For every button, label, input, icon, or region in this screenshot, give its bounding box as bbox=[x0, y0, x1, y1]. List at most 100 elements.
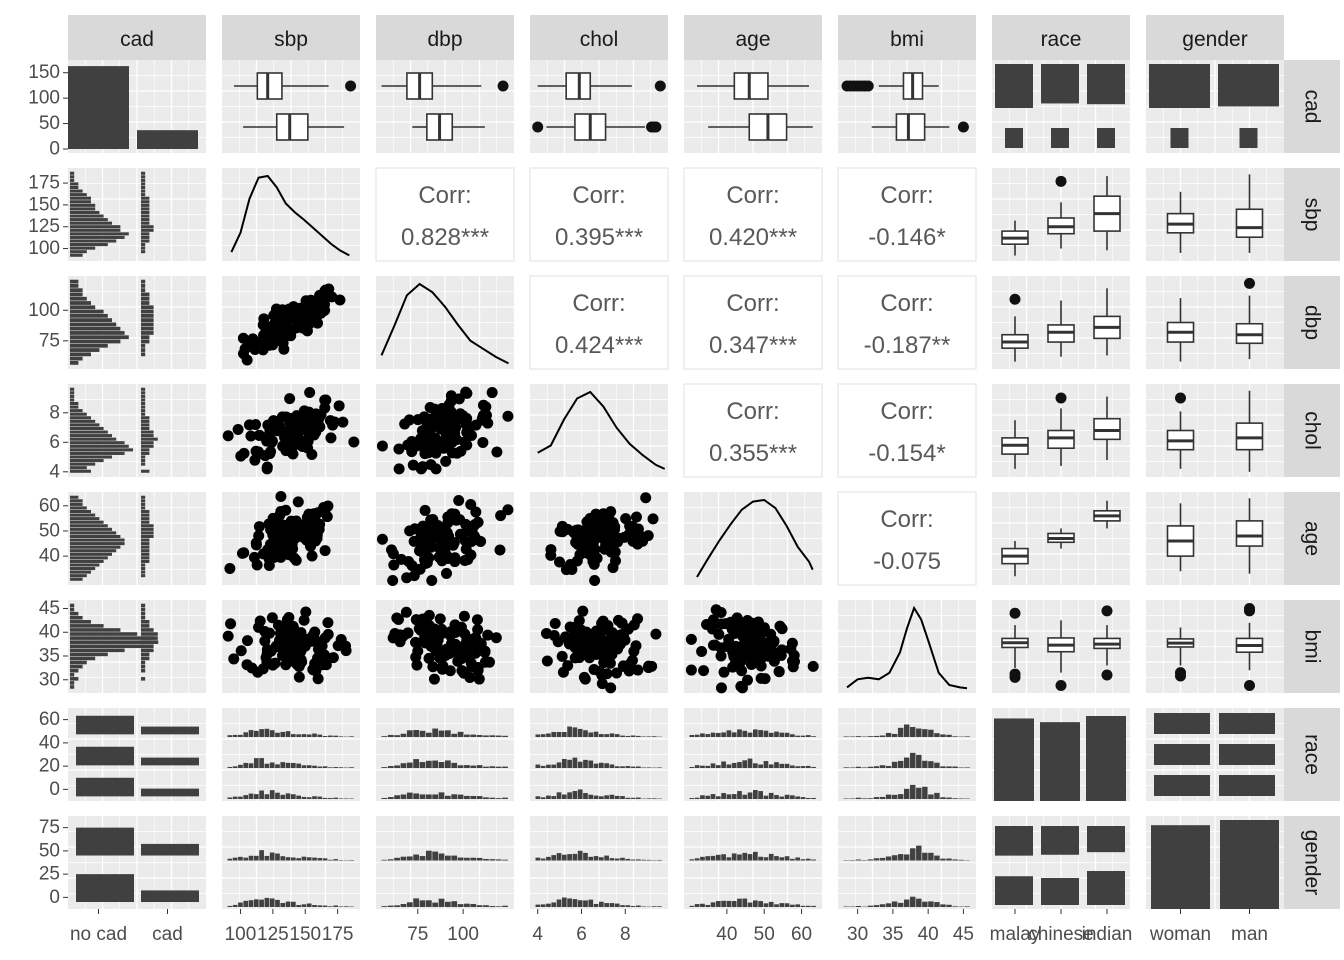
facet-hist-bar bbox=[849, 767, 856, 768]
panel-gender-sbp bbox=[222, 816, 360, 909]
scatter-bmi-sbp bbox=[222, 606, 352, 685]
boxplot bbox=[1166, 191, 1195, 253]
hist-bar bbox=[70, 305, 96, 310]
bar-race-malay bbox=[994, 718, 1034, 801]
scatter-point bbox=[588, 664, 600, 676]
scatter-point bbox=[228, 653, 240, 665]
facet-hist-bar bbox=[540, 797, 546, 799]
facet-hist-bar bbox=[609, 794, 615, 799]
scatter-point bbox=[614, 638, 626, 650]
scatter-point bbox=[609, 555, 621, 567]
scatter-point bbox=[417, 520, 429, 532]
facet-hist-bar bbox=[406, 902, 413, 907]
facet-hist-bar bbox=[253, 758, 259, 768]
facet-hist-bar bbox=[238, 734, 243, 737]
facet-hist-bar bbox=[763, 903, 769, 907]
hist-bar bbox=[141, 343, 146, 348]
hist-bar bbox=[70, 243, 108, 247]
y-tick-label: 35 bbox=[39, 646, 60, 667]
scatter-point bbox=[451, 447, 463, 459]
hist-bar bbox=[70, 644, 142, 649]
panel-background bbox=[837, 383, 977, 478]
facet-hist-bar bbox=[630, 905, 636, 907]
facet-hist-bar bbox=[625, 858, 631, 861]
facet-hist-bar bbox=[593, 763, 599, 768]
hist-bar bbox=[141, 235, 150, 239]
bar-malay-man bbox=[995, 876, 1033, 905]
x-tick-label: 35 bbox=[882, 924, 903, 945]
facet-hist-bar bbox=[259, 758, 264, 768]
scatter-point bbox=[407, 459, 419, 471]
facet-hist-bar bbox=[885, 903, 892, 907]
facet-hist-bar bbox=[291, 762, 296, 768]
facet-hist-bar bbox=[934, 762, 940, 768]
outlier-point bbox=[1101, 669, 1113, 681]
facet-hist-bar bbox=[551, 732, 557, 737]
facet-hist-bar bbox=[742, 760, 748, 768]
facet-hist-bar bbox=[470, 903, 477, 907]
boxplot bbox=[1001, 420, 1029, 469]
hist-bar bbox=[70, 246, 96, 250]
facet-hist-bar bbox=[387, 859, 394, 861]
scatter-point bbox=[236, 547, 248, 559]
facet-hist-bar bbox=[425, 794, 432, 799]
y-tick-label: 40 bbox=[39, 546, 60, 567]
panel-background bbox=[683, 167, 823, 262]
scatter-point bbox=[222, 430, 234, 442]
scatter-point bbox=[685, 664, 697, 676]
facet-hist-bar bbox=[264, 763, 270, 768]
scatter-point bbox=[272, 321, 284, 333]
scatter-point bbox=[250, 445, 262, 457]
hist-bar bbox=[70, 448, 133, 452]
hist-bar bbox=[70, 434, 112, 438]
boxplot bbox=[1093, 176, 1121, 251]
facet-hist-bar bbox=[800, 735, 806, 737]
bar-man-cad bbox=[1239, 128, 1258, 148]
x-tick-label: 175 bbox=[322, 924, 354, 945]
facet-hist-bar bbox=[958, 767, 964, 768]
scatter-point bbox=[253, 521, 265, 533]
facet-hist-bar bbox=[476, 857, 483, 861]
facet-hist-bar bbox=[419, 856, 426, 861]
facet-hist-bar bbox=[457, 794, 464, 799]
hist-bar bbox=[141, 243, 146, 247]
facet-hist-bar bbox=[879, 857, 886, 861]
scatter-point bbox=[334, 294, 346, 306]
facet-hist-bar bbox=[811, 859, 816, 861]
facet-hist-bar bbox=[301, 796, 307, 799]
facet-hist-bar bbox=[328, 735, 333, 737]
corr-value: 0.347*** bbox=[709, 332, 797, 359]
facet-hist-bar bbox=[291, 857, 296, 861]
hist-bar bbox=[70, 668, 79, 673]
facet-hist-bar bbox=[742, 852, 748, 861]
scatter-point bbox=[773, 665, 785, 677]
facet-hist-bar bbox=[922, 786, 928, 799]
facet-hist-bar bbox=[406, 762, 413, 768]
scatter-point bbox=[741, 674, 753, 686]
scatter-point bbox=[759, 639, 771, 651]
hist-bar bbox=[141, 218, 150, 222]
hist-bar bbox=[141, 416, 150, 420]
scatter-point bbox=[337, 416, 349, 428]
facet-hist-bar bbox=[296, 905, 301, 907]
box bbox=[1235, 208, 1264, 238]
hist-bar bbox=[70, 391, 75, 395]
column-strip-label: race bbox=[1041, 28, 1082, 51]
boxplot bbox=[1001, 293, 1029, 362]
facet-hist-bar bbox=[811, 766, 816, 768]
facet-hist-bar bbox=[445, 795, 451, 799]
facet-hist-bar bbox=[609, 858, 615, 861]
scatter-point bbox=[617, 660, 629, 672]
facet-hist-bar bbox=[470, 795, 477, 799]
facet-hist-bar bbox=[641, 859, 647, 861]
hist-bar bbox=[70, 185, 79, 190]
facet-hist-bar bbox=[312, 733, 317, 737]
corr-label: Corr: bbox=[726, 398, 779, 425]
scatter-point bbox=[727, 661, 739, 673]
hist-bar bbox=[141, 545, 150, 549]
scatter-point bbox=[736, 623, 748, 635]
hist-bar bbox=[70, 232, 129, 236]
scatter-point bbox=[466, 520, 478, 532]
facet-hist-bar bbox=[855, 766, 862, 768]
facet-hist-bar bbox=[604, 763, 609, 768]
